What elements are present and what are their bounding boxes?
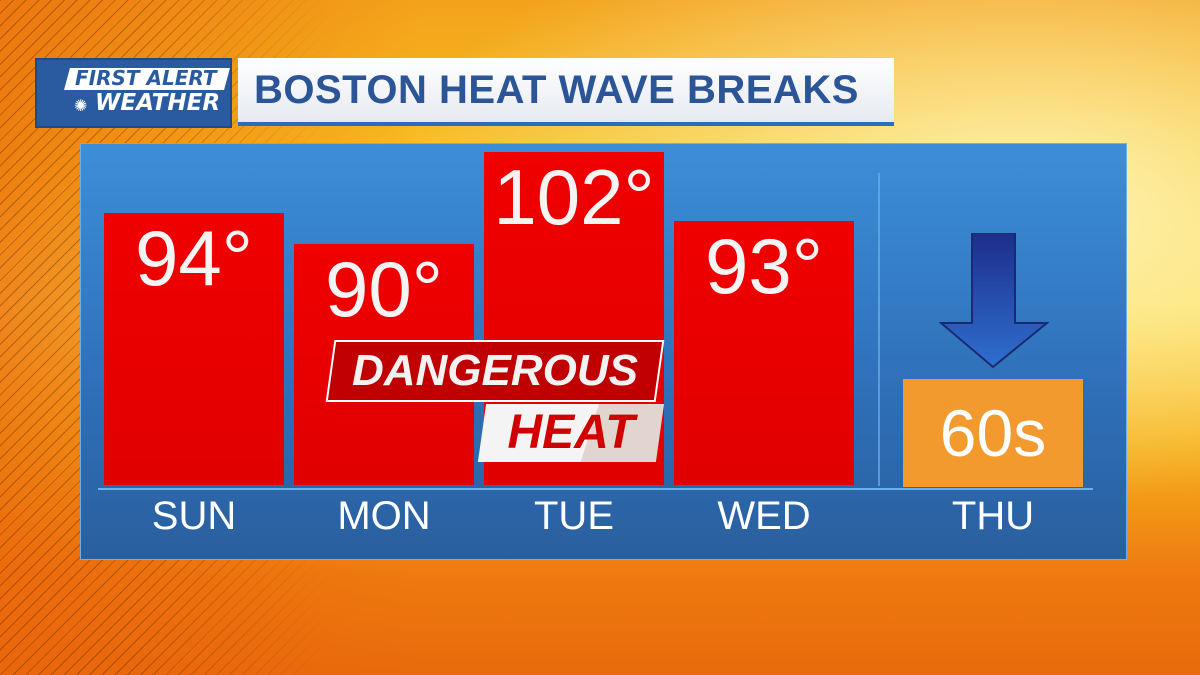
peacock-icon: ✺: [74, 96, 88, 115]
bar-value-label: 90°: [325, 245, 443, 333]
bar-value-label: 94°: [135, 214, 253, 302]
first-alert-weather-logo: FIRST ALERT ✺ WEATHER: [35, 58, 232, 128]
day-label-tue: TUE: [534, 494, 614, 538]
chart-panel: 94° 90° 102° 93° 60s THU SUN MON TUE WED: [80, 143, 1127, 560]
banner-line2: HEAT: [507, 406, 635, 459]
bar-value-label: 93°: [705, 222, 823, 310]
logo-line2: WEATHER: [95, 90, 221, 116]
divider: [878, 173, 880, 486]
day-label-sun: SUN: [151, 494, 237, 538]
day-label-thu: THU: [951, 494, 1035, 538]
thu-value: 60s: [939, 396, 1047, 470]
bar-value-label: 102°: [493, 153, 655, 241]
down-arrow-icon: [939, 233, 1049, 369]
day-label-wed: WED: [717, 494, 811, 538]
bar-wed: 93°: [674, 221, 854, 485]
title-banner: BOSTON HEAT WAVE BREAKS: [238, 58, 894, 126]
baseline: [98, 488, 1093, 490]
thu-forecast-box: 60s: [903, 379, 1083, 487]
logo-line1: FIRST ALERT: [75, 66, 217, 90]
page-title: BOSTON HEAT WAVE BREAKS: [254, 68, 859, 112]
banner-line1: DANGEROUS: [351, 346, 639, 395]
bar-sun: 94°: [104, 213, 284, 485]
day-label-mon: MON: [337, 494, 431, 538]
